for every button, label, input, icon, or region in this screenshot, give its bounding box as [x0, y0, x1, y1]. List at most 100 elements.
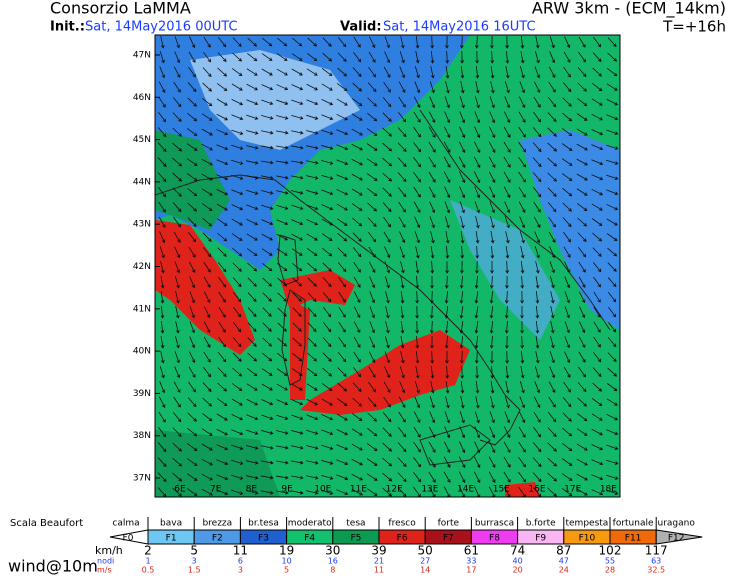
wind-arrow [367, 397, 377, 408]
map [155, 35, 620, 497]
wind-arrow [488, 456, 496, 468]
wind-arrow [157, 172, 167, 183]
wind-arrow [443, 441, 451, 454]
wind-arrow [201, 128, 213, 136]
wind-arrow [385, 321, 390, 334]
wind-arrow [459, 126, 466, 139]
wind-arrow [337, 67, 348, 77]
wind-arrow [563, 66, 571, 78]
wind-arrow [276, 383, 288, 391]
scale-name: calma [112, 519, 139, 529]
wind-arrow [175, 291, 180, 304]
wind-arrow [201, 158, 213, 166]
wind-arrow [261, 175, 274, 180]
wind-arrow [549, 36, 555, 49]
wind-arrow [160, 351, 165, 364]
wind-arrow [518, 441, 526, 453]
wind-arrow [474, 411, 480, 424]
wind-arrow [186, 458, 198, 466]
wind-arrow [564, 306, 570, 319]
wind-arrow [277, 337, 288, 347]
wind-arrow [276, 399, 289, 406]
wind-arrow [157, 442, 167, 453]
wind-arrow [276, 204, 289, 210]
wind-arrow [413, 411, 421, 423]
wind-arrow [399, 51, 405, 64]
wind-arrow [460, 365, 465, 379]
wind-arrow [561, 128, 573, 137]
wind-arrow [577, 97, 588, 107]
wind-arrow [547, 172, 557, 182]
wind-arrow [218, 306, 226, 318]
wind-arrow [276, 115, 289, 120]
wind-arrow [475, 396, 480, 409]
kmh-value: 74 [510, 544, 525, 558]
wind-arrow [576, 443, 588, 451]
wind-arrow [547, 487, 557, 497]
wind-arrow [158, 411, 166, 423]
wind-arrow [218, 276, 226, 288]
wind-arrow [216, 129, 229, 136]
wind-arrow [351, 428, 363, 436]
wind-arrow [561, 473, 573, 481]
wind-arrow [189, 336, 196, 349]
wind-arrow [291, 115, 304, 120]
wind-arrow [186, 158, 198, 166]
wind-arrow [459, 96, 465, 109]
wind-arrow [398, 216, 406, 228]
knots-value: 1 [145, 557, 150, 566]
wind-arrow [607, 352, 617, 362]
wind-arrow [306, 445, 319, 450]
wind-arrow [563, 231, 571, 243]
wind-arrow [607, 52, 617, 62]
wind-arrow [607, 337, 617, 348]
wind-arrow [520, 51, 525, 64]
wind-arrow [261, 383, 273, 391]
wind-arrow [366, 128, 378, 136]
wind-arrow [351, 203, 363, 211]
knots-value: 27 [420, 557, 430, 566]
wind-arrow [415, 305, 419, 319]
wind-arrow [306, 145, 319, 150]
wind-arrow [307, 262, 318, 272]
wind-arrow [261, 190, 274, 195]
wind-arrow [246, 248, 258, 257]
lon-label: 9E [281, 485, 293, 495]
wind-arrow [593, 36, 602, 48]
lon-label: 13E [421, 485, 438, 495]
wind-arrow [277, 277, 288, 287]
wind-arrow [430, 50, 435, 64]
wind-arrow [428, 186, 436, 198]
wind-arrow [307, 307, 317, 318]
wind-arrow [460, 50, 465, 64]
wind-arrow [576, 203, 588, 212]
wind-arrow [246, 83, 259, 91]
wind-arrow [430, 66, 435, 79]
wind-arrow [444, 201, 451, 214]
wind-arrow [577, 397, 587, 407]
wind-arrow [548, 396, 556, 408]
wind-arrow [578, 246, 587, 258]
wind-arrow [398, 411, 406, 423]
wind-arrow [232, 247, 243, 257]
wind-arrow [534, 66, 541, 79]
wind-arrow [368, 351, 376, 364]
wind-arrow [591, 159, 604, 166]
wind-arrow [505, 350, 510, 364]
wind-arrow [353, 306, 361, 319]
wind-arrow [368, 366, 376, 378]
wind-arrow [475, 50, 479, 64]
wind-arrow [203, 336, 211, 348]
wind-arrow [246, 175, 259, 180]
wind-arrow [158, 426, 167, 438]
wind-arrow [399, 366, 405, 379]
lead-time: T=+16h [662, 18, 726, 36]
wind-arrow [216, 113, 229, 121]
wind-arrow [202, 232, 212, 242]
wind-arrow [430, 381, 435, 394]
lat-label: 43N [133, 220, 151, 230]
wind-arrow [505, 35, 509, 49]
wind-area [155, 130, 230, 230]
wind-arrow [216, 98, 228, 106]
wind-arrow [563, 261, 571, 274]
